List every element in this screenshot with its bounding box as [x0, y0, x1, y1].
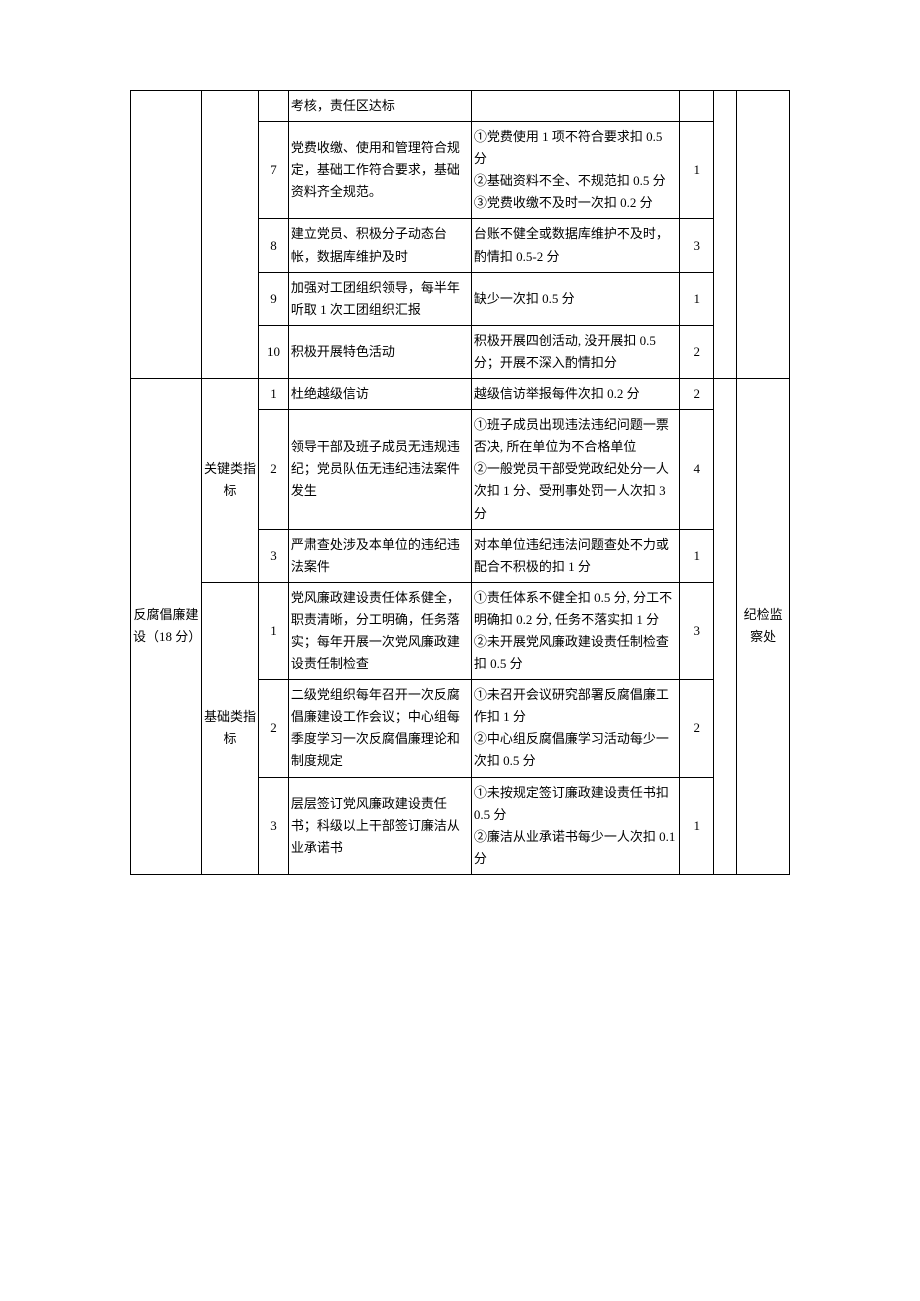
- cell-std: 越级信访举报每件次扣 0.2 分: [471, 379, 679, 410]
- cell-idx: 1: [259, 379, 289, 410]
- cell-idx: 2: [259, 680, 289, 777]
- cell-group-label: 关键类指标: [201, 379, 258, 583]
- cell-req: 党费收缴、使用和管理符合规定，基础工作符合要求，基础资料齐全规范。: [288, 122, 471, 219]
- cell-req: 加强对工团组织领导，每半年听取 1 次工团组织汇报: [288, 272, 471, 325]
- cell-group-label: 基础类指标: [201, 582, 258, 874]
- cell-score: 2: [680, 379, 714, 410]
- cell-req: 领导干部及班子成员无违规违纪；党员队伍无违纪违法案件发生: [288, 410, 471, 529]
- cell-blank: [714, 91, 737, 379]
- cell-std: ①班子成员出现违法违纪问题一票否决, 所在单位为不合格单位②一般党员干部受党政纪…: [471, 410, 679, 529]
- cell-idx: [259, 91, 289, 122]
- cell-idx: 10: [259, 325, 289, 378]
- cell-std: 缺少一次扣 0.5 分: [471, 272, 679, 325]
- cell-idx: 3: [259, 529, 289, 582]
- cell-section-label: [131, 91, 202, 379]
- cell-score: 1: [680, 122, 714, 219]
- cell-score: 4: [680, 410, 714, 529]
- cell-idx: 2: [259, 410, 289, 529]
- table-row: 基础类指标 1 党风廉政建设责任体系健全，职责清晰，分工明确，任务落实；每年开展…: [131, 582, 790, 679]
- cell-score: 2: [680, 680, 714, 777]
- cell-req: 考核，责任区达标: [288, 91, 471, 122]
- cell-std: 台账不健全或数据库维护不及时，酌情扣 0.5-2 分: [471, 219, 679, 272]
- cell-req: 二级党组织每年召开一次反腐倡廉建设工作会议；中心组每季度学习一次反腐倡廉理论和制…: [288, 680, 471, 777]
- cell-req: 杜绝越级信访: [288, 379, 471, 410]
- cell-std: [471, 91, 679, 122]
- cell-idx: 3: [259, 777, 289, 874]
- cell-blank: [714, 379, 737, 875]
- cell-std: ①党费使用 1 项不符合要求扣 0.5 分②基础资料不全、不规范扣 0.5 分③…: [471, 122, 679, 219]
- cell-req: 建立党员、积极分子动态台帐，数据库维护及时: [288, 219, 471, 272]
- cell-idx: 7: [259, 122, 289, 219]
- cell-req: 积极开展特色活动: [288, 325, 471, 378]
- table-row: 考核，责任区达标: [131, 91, 790, 122]
- cell-score: 2: [680, 325, 714, 378]
- cell-std: ①责任体系不健全扣 0.5 分, 分工不明确扣 0.2 分, 任务不落实扣 1 …: [471, 582, 679, 679]
- cell-score: [680, 91, 714, 122]
- cell-std: ①未按规定签订廉政建设责任书扣 0.5 分②廉洁从业承诺书每少一人次扣 0.1 …: [471, 777, 679, 874]
- cell-req: 党风廉政建设责任体系健全，职责清晰，分工明确，任务落实；每年开展一次党风廉政建设…: [288, 582, 471, 679]
- cell-std: 对本单位违纪违法问题查处不力或配合不积极的扣 1 分: [471, 529, 679, 582]
- cell-idx: 9: [259, 272, 289, 325]
- cell-std: ①未召开会议研究部署反腐倡廉工作扣 1 分②中心组反腐倡廉学习活动每少一次扣 0…: [471, 680, 679, 777]
- cell-dept: [737, 91, 790, 379]
- cell-score: 1: [680, 777, 714, 874]
- assessment-table: 考核，责任区达标 7 党费收缴、使用和管理符合规定，基础工作符合要求，基础资料齐…: [130, 90, 790, 875]
- table-row: 反腐倡廉建设（18 分） 关键类指标 1 杜绝越级信访 越级信访举报每件次扣 0…: [131, 379, 790, 410]
- cell-std: 积极开展四创活动, 没开展扣 0.5 分；开展不深入酌情扣分: [471, 325, 679, 378]
- cell-idx: 1: [259, 582, 289, 679]
- cell-dept: 纪检监察处: [737, 379, 790, 875]
- cell-score: 3: [680, 582, 714, 679]
- cell-score: 1: [680, 529, 714, 582]
- cell-idx: 8: [259, 219, 289, 272]
- cell-score: 1: [680, 272, 714, 325]
- cell-req: 严肃查处涉及本单位的违纪违法案件: [288, 529, 471, 582]
- cell-group-label: [201, 91, 258, 379]
- cell-section-label: 反腐倡廉建设（18 分）: [131, 379, 202, 875]
- cell-req: 层层签订党风廉政建设责任书；科级以上干部签订廉洁从业承诺书: [288, 777, 471, 874]
- document-page: 考核，责任区达标 7 党费收缴、使用和管理符合规定，基础工作符合要求，基础资料齐…: [0, 0, 920, 935]
- cell-score: 3: [680, 219, 714, 272]
